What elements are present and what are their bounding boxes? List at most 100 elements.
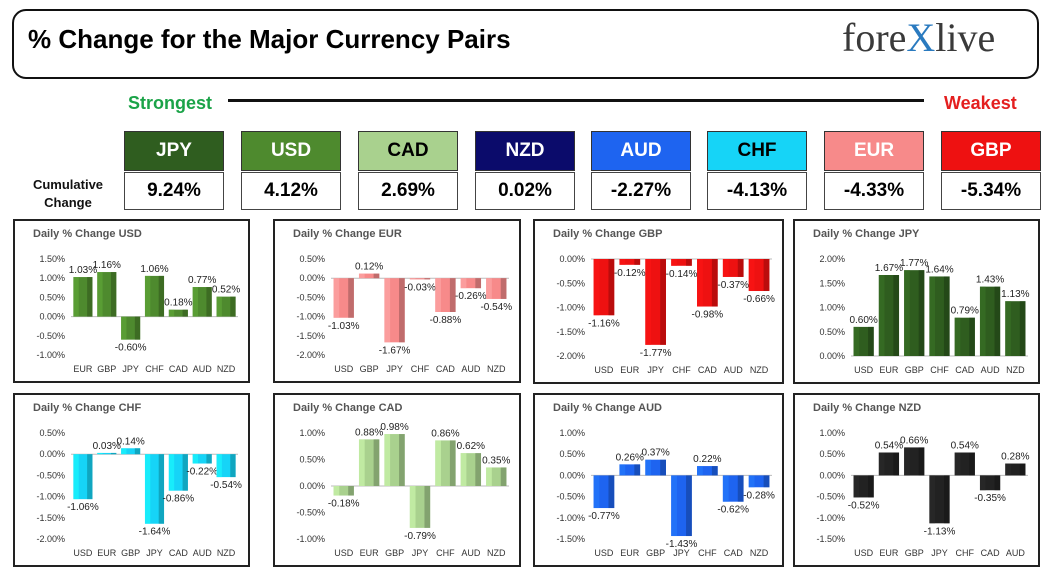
currency-box-chf: CHF	[707, 131, 807, 171]
currency-box-eur: EUR	[824, 131, 924, 171]
data-label: 0.77%	[188, 275, 216, 286]
chart-panel-4: Daily % Change JPY 2.00% 1.50% 1.00% 0.50% 0.…	[793, 219, 1040, 384]
x-tick-label: AUD	[724, 365, 744, 375]
data-label: 0.22%	[693, 454, 721, 465]
x-tick-label: CAD	[436, 364, 456, 374]
y-tick-label: 0.50%	[39, 428, 65, 438]
y-tick-label: -1.00%	[296, 312, 325, 322]
x-tick-label: USD	[334, 548, 354, 558]
x-tick-label: JPY	[146, 548, 163, 558]
y-tick-label: -0.50%	[296, 508, 325, 518]
data-label: 0.54%	[951, 441, 979, 452]
x-tick-label: GBP	[385, 548, 404, 558]
y-tick-label: -1.00%	[36, 492, 65, 502]
data-label: -0.54%	[210, 480, 242, 491]
x-tick-label: JPY	[386, 364, 403, 374]
y-tick-label: -0.50%	[36, 470, 65, 480]
bar	[168, 309, 188, 317]
bar	[460, 278, 482, 289]
bar	[853, 475, 874, 498]
data-label: 0.86%	[431, 428, 459, 439]
y-tick-label: -1.50%	[816, 534, 845, 544]
bar	[486, 278, 507, 299]
bar	[619, 259, 641, 265]
chart-panel-8: Daily % Change NZD 1.00% 0.50% 0.00% -0.50% -…	[793, 393, 1040, 567]
chart-title: Daily % Change JPY	[813, 228, 920, 240]
data-label: 0.66%	[900, 435, 928, 446]
bar	[73, 277, 93, 317]
bar	[358, 439, 380, 486]
cumulative-value-nzd: 0.02%	[475, 172, 575, 210]
y-tick-label: -0.50%	[36, 331, 65, 341]
y-tick-label: 1.00%	[559, 428, 585, 438]
x-tick-label: GBP	[121, 548, 140, 558]
x-tick-label: JPY	[122, 364, 139, 374]
strongest-label: Strongest	[128, 93, 213, 113]
x-tick-label: GBP	[97, 364, 116, 374]
x-tick-label: EUR	[879, 548, 899, 558]
x-tick-label: CAD	[955, 365, 975, 375]
data-label: 0.54%	[875, 441, 903, 452]
y-tick-label: -2.00%	[556, 351, 585, 361]
data-label: 1.77%	[900, 258, 928, 269]
data-label: 0.88%	[355, 427, 383, 438]
bar	[216, 296, 236, 317]
x-tick-label: USD	[594, 365, 614, 375]
bar	[619, 464, 641, 476]
x-tick-label: USD	[854, 548, 874, 558]
cumulative-value-chf: -4.13%	[707, 172, 807, 210]
y-tick-label: 0.50%	[299, 254, 325, 264]
x-tick-label: AUD	[461, 364, 481, 374]
y-tick-label: 0.00%	[819, 470, 845, 480]
bar	[73, 454, 93, 500]
bar-chart: 1.00% 0.50% 0.00% -0.50% -1.00% -0.18% USD 0.88…	[296, 422, 510, 558]
y-tick-label: -1.00%	[556, 513, 585, 523]
x-tick-label: CAD	[169, 364, 189, 374]
data-label: 1.67%	[875, 263, 903, 274]
chart-title: Daily % Change USD	[33, 228, 142, 240]
x-tick-label: JPY	[647, 365, 664, 375]
data-label: -1.13%	[924, 526, 956, 537]
x-tick-label: EUR	[620, 365, 640, 375]
data-label: 0.18%	[164, 298, 192, 309]
data-label: 0.35%	[482, 455, 510, 466]
y-tick-label: 0.50%	[299, 455, 325, 465]
x-tick-label: NZD	[487, 548, 506, 558]
logo-text-left: fore	[842, 15, 907, 60]
ranking-line	[228, 99, 924, 102]
x-tick-label: GBP	[905, 365, 924, 375]
bar	[904, 270, 925, 356]
data-label: 0.79%	[951, 306, 979, 317]
chart-panel-7: Daily % Change AUD 1.00% 0.50% 0.00% -0.50% -…	[533, 393, 784, 567]
data-label: -0.62%	[717, 505, 749, 516]
bar	[645, 259, 666, 345]
forexlive-logo[interactable]: foreXlive	[842, 14, 995, 61]
data-label: -0.22%	[186, 467, 218, 478]
chart-title: Daily % Change NZD	[813, 402, 922, 414]
data-label: -0.26%	[455, 291, 487, 302]
x-tick-label: AUD	[461, 548, 481, 558]
y-tick-label: 1.00%	[819, 428, 845, 438]
bar	[384, 278, 405, 343]
cumulative-value-gbp: -5.34%	[941, 172, 1041, 210]
x-tick-label: GBP	[646, 548, 665, 558]
x-tick-label: CAD	[698, 365, 718, 375]
x-tick-label: NZD	[217, 548, 236, 558]
x-tick-label: CAD	[981, 548, 1001, 558]
x-tick-label: JPY	[673, 548, 690, 558]
data-label: -0.12%	[614, 268, 646, 279]
x-tick-label: CHF	[698, 548, 717, 558]
bar	[333, 486, 354, 496]
bar	[333, 278, 354, 318]
bar	[878, 275, 900, 356]
y-tick-label: 0.50%	[559, 449, 585, 459]
cumulative-label-line2: Change	[44, 195, 92, 210]
data-label: 1.06%	[140, 264, 168, 275]
x-tick-label: EUR	[879, 365, 899, 375]
chart-panel-5: Daily % Change CHF 0.50% 0.00% -0.50% -1.00%…	[13, 393, 250, 567]
x-tick-label: GBP	[360, 364, 379, 374]
y-tick-label: 0.50%	[39, 292, 65, 302]
data-label: -1.03%	[328, 321, 360, 332]
y-tick-label: -1.50%	[556, 534, 585, 544]
y-tick-label: 1.00%	[819, 303, 845, 313]
